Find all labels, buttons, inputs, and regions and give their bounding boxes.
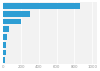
Bar xyxy=(3,11,30,17)
Bar xyxy=(3,19,21,24)
Bar xyxy=(3,34,7,40)
Bar xyxy=(3,3,80,9)
Bar xyxy=(3,26,9,32)
Bar xyxy=(3,57,5,63)
Bar xyxy=(3,42,6,48)
Bar xyxy=(3,50,6,55)
